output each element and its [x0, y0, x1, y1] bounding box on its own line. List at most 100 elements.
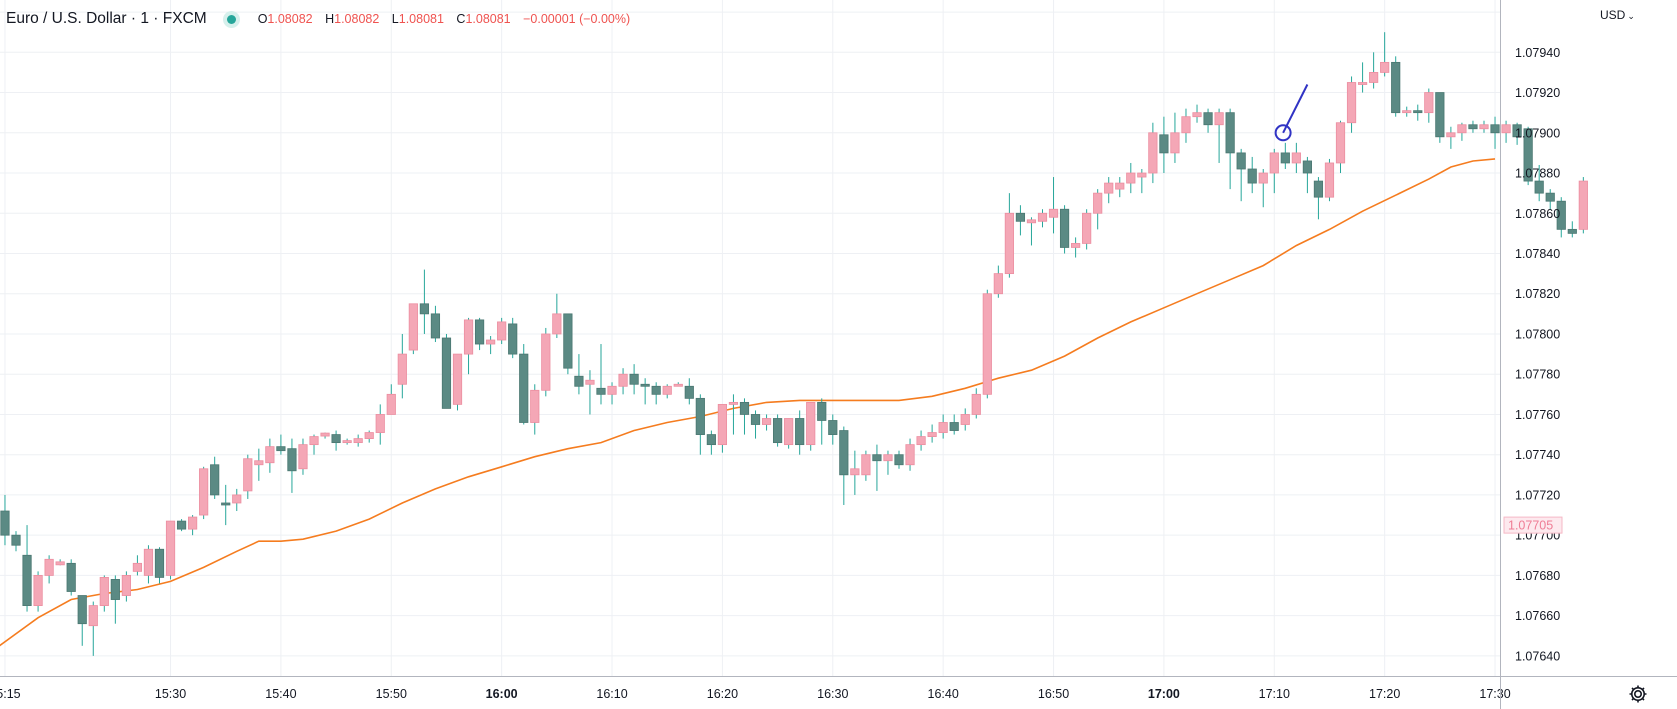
y-tick-label: 1.07860 [1515, 207, 1560, 221]
candle [1446, 126, 1456, 149]
candle-body [618, 373, 628, 387]
candle-body [1468, 124, 1478, 130]
y-tick-label: 1.07680 [1515, 569, 1560, 583]
candle [55, 559, 65, 566]
candle [640, 378, 650, 405]
candle-body [1015, 212, 1026, 222]
candle [1137, 169, 1147, 194]
candle-body [210, 464, 220, 496]
candle-body [1137, 172, 1147, 178]
candle-body [33, 575, 43, 606]
candle-body [1247, 168, 1257, 184]
candle-body [1037, 212, 1048, 222]
x-tick-label: 17:00 [1148, 687, 1180, 701]
candle-body [452, 353, 463, 405]
close-key: C [456, 12, 466, 26]
candle [1269, 148, 1279, 194]
candle [717, 403, 728, 453]
candle [430, 305, 441, 343]
x-tick-label: 16:20 [707, 687, 738, 701]
candle-body [728, 401, 739, 405]
candle-body [916, 436, 926, 446]
candle-body [861, 454, 871, 476]
y-tick-label: 1.07940 [1515, 46, 1560, 60]
candle [474, 317, 485, 351]
candle [1104, 177, 1114, 204]
candle [695, 394, 705, 455]
candle [1082, 209, 1092, 250]
candle-body [1457, 124, 1467, 134]
candle-body [1159, 134, 1169, 154]
candle [331, 430, 341, 451]
y-tick-label: 1.07640 [1515, 649, 1560, 663]
candle-body [419, 303, 429, 315]
candle [1126, 162, 1136, 194]
candle [298, 438, 308, 475]
candle [1159, 116, 1169, 174]
candle [199, 466, 209, 520]
candle [541, 327, 551, 397]
candle [1214, 108, 1224, 163]
candle [1413, 104, 1423, 121]
candle [1567, 221, 1577, 238]
candle [1059, 205, 1070, 254]
candle-body [1369, 72, 1379, 83]
candle [938, 414, 948, 439]
candle [1335, 120, 1346, 174]
candle-body [287, 448, 297, 472]
candle-body [905, 444, 915, 466]
candle-body [1082, 212, 1092, 244]
candle-body [508, 323, 518, 355]
close-value: 1.08081 [465, 12, 511, 26]
candle-body [585, 379, 595, 385]
candle-body [938, 422, 948, 433]
candle-body [1545, 192, 1555, 202]
candle-body [66, 562, 76, 592]
candle-body [596, 387, 606, 395]
candle [486, 335, 496, 355]
trendline-drawing[interactable] [1274, 84, 1309, 142]
candle-body [309, 436, 319, 446]
candle-body [982, 293, 992, 395]
candle [1490, 116, 1500, 149]
symbol-title[interactable]: Euro / U.S. Dollar · 1 · FXCM [6, 10, 207, 27]
candle-body [221, 502, 231, 506]
candle [386, 384, 396, 415]
candle [706, 430, 716, 455]
candle-body [629, 373, 639, 385]
candle-body [441, 337, 452, 409]
candle-body [761, 418, 772, 425]
candle [1004, 193, 1014, 278]
candle [949, 414, 959, 435]
candle-body [265, 446, 275, 464]
candle [309, 434, 319, 455]
candle [154, 547, 165, 584]
candle-body [121, 575, 131, 596]
candle-body [1093, 192, 1103, 214]
candle-body [1380, 61, 1390, 73]
candle [508, 317, 518, 359]
y-tick-label: 1.07840 [1515, 247, 1560, 261]
candle [585, 370, 595, 415]
gear-icon[interactable] [1626, 682, 1650, 706]
candle-body [1280, 152, 1290, 164]
candle [806, 401, 816, 451]
currency-selector[interactable]: USD ⌄ [1600, 8, 1635, 22]
candle-body [563, 313, 573, 369]
ohlc-values: O1.08082 H1.08082 L1.08081 C1.08081 −0.0… [258, 12, 630, 26]
candle [1545, 189, 1555, 210]
candle-body [1203, 112, 1213, 126]
candle-body [1534, 180, 1544, 194]
candle-body [1424, 92, 1434, 114]
candle [1402, 106, 1412, 117]
candle [1302, 156, 1312, 194]
candle-body [552, 313, 562, 335]
candle [971, 388, 981, 419]
market-status-icon [226, 14, 236, 24]
candle-body [1313, 180, 1324, 198]
candle-body [44, 558, 54, 576]
candle [629, 364, 639, 395]
candle [1225, 108, 1235, 190]
candle [861, 450, 871, 481]
